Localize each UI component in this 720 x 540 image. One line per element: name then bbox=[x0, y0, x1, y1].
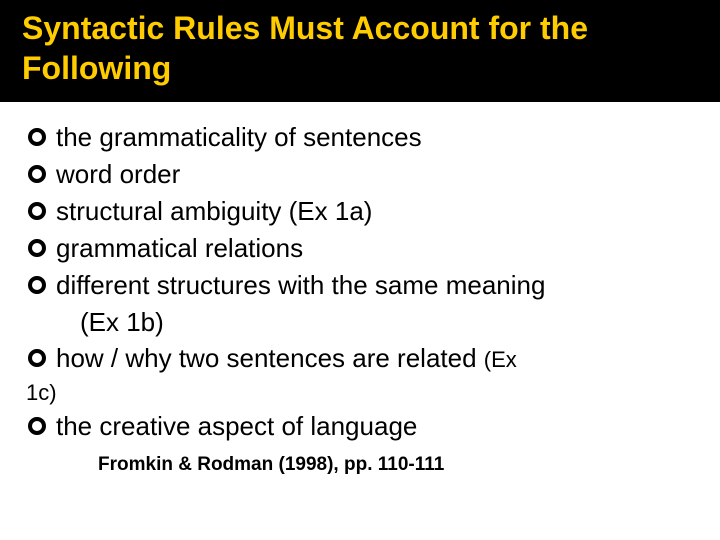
bullet-text: the grammaticality of sentences bbox=[56, 122, 422, 152]
bullet-icon bbox=[28, 128, 46, 146]
list-item: grammatical relations bbox=[56, 231, 710, 266]
bullet-icon bbox=[28, 417, 46, 435]
bullet-icon bbox=[28, 239, 46, 257]
list-item: word order bbox=[56, 157, 710, 192]
title-bar: Syntactic Rules Must Account for the Fol… bbox=[0, 0, 720, 102]
bullet-icon bbox=[28, 276, 46, 294]
bullet-icon bbox=[28, 202, 46, 220]
bullet-text: how / why two sentences are related bbox=[56, 343, 477, 373]
bullet-text: different structures with the same meani… bbox=[56, 270, 545, 300]
bullet-ref-continuation: 1c) bbox=[26, 378, 710, 408]
list-item: the creative aspect of language bbox=[56, 409, 710, 444]
bullet-text: structural ambiguity (Ex 1a) bbox=[56, 196, 372, 226]
slide-title: Syntactic Rules Must Account for the Fol… bbox=[22, 8, 698, 88]
bullet-text: grammatical relations bbox=[56, 233, 303, 263]
citation: Fromkin & Rodman (1998), pp. 110-111 bbox=[98, 454, 710, 476]
list-item: structural ambiguity (Ex 1a) bbox=[56, 194, 710, 229]
bullet-icon bbox=[28, 165, 46, 183]
bullet-icon bbox=[28, 349, 46, 367]
bullet-ref: (Ex bbox=[484, 347, 517, 372]
bullet-text: word order bbox=[56, 159, 180, 189]
list-item: the grammaticality of sentences bbox=[56, 120, 710, 155]
list-item: how / why two sentences are related (Ex bbox=[56, 341, 710, 376]
bullet-continuation: (Ex 1b) bbox=[56, 305, 710, 340]
content-area: the grammaticality of sentences word ord… bbox=[0, 102, 720, 476]
bullet-text: the creative aspect of language bbox=[56, 411, 417, 441]
list-item: different structures with the same meani… bbox=[56, 268, 710, 303]
